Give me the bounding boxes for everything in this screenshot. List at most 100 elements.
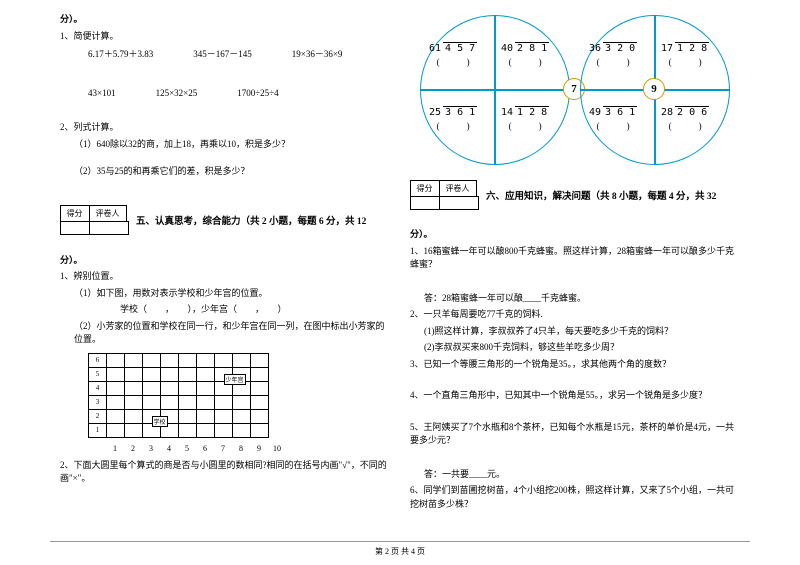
quad-2: 402 8 1 ( ) (501, 42, 549, 69)
col-label: 1 (106, 444, 124, 453)
divisor: 28 (661, 107, 673, 118)
section6-title: 六、应用知识，解决问题（共 8 小题，每题 4 分，共 32 (486, 188, 716, 202)
col-label: 6 (196, 444, 214, 453)
q1-label: 1、简便计算。 (60, 30, 390, 44)
grid-row-label: 5 (89, 367, 107, 381)
divisor: 14 (501, 107, 513, 118)
dividend: 3 6 1 (443, 106, 477, 118)
section5-header: 得分 评卷人 五、认真思考，综合能力（共 2 小题，每题 6 分，共 12 (60, 206, 390, 235)
q2-label: 2、列式计算。 (60, 121, 390, 135)
quad-3: 493 6 1 ( ) (589, 106, 637, 133)
score-pingjuan-value[interactable] (439, 196, 479, 210)
quad-1: 614 5 7 ( ) (429, 42, 477, 69)
page-container: 分）。 1、简便计算。 6.17＋5.79＋3.83 345－167－145 1… (0, 0, 800, 545)
r-q2-1: (1)照这样计算，李叔叔养了4只羊，每天要吃多少千克的饲料？ (410, 325, 740, 339)
circle-right: 363 2 0 ( ) 171 2 8 ( ) 493 6 1 ( ) 282 … (575, 10, 735, 170)
divisor: 17 (661, 43, 673, 54)
divider-horizontal (420, 89, 570, 91)
quad-4: 141 2 8 ( ) (501, 106, 549, 133)
r-q4: 4、一个直角三角形中，已知其中一个锐角是55。，求另一个锐角是多少度？ (410, 389, 740, 403)
divisor: 40 (501, 43, 513, 54)
grid-col-labels: 1 2 3 4 5 6 7 8 9 10 (88, 444, 390, 453)
grid-row-label: 2 (89, 409, 107, 423)
divisor: 25 (429, 107, 441, 118)
grid-chart: 6 5少年宫 4 3 2学校 1 (88, 353, 390, 438)
calc-row-2: 43×101 125×32×25 1700÷25÷4 (88, 88, 390, 98)
calc-1c: 19×36－36×9 (292, 47, 343, 60)
col-label: 3 (142, 444, 160, 453)
score-box: 得分 评卷人 (60, 206, 128, 235)
section6-header: 得分 评卷人 六、应用知识，解决问题（共 8 小题，每题 4 分，共 32 (410, 180, 740, 209)
q1b-sub2: （2）小芳家的位置和学校在同一行，和少年宫在同一列，在图中标出小芳家的位置。 (60, 320, 390, 347)
q1b-sub1-ans: 学校（ ， ），少年宫（ ， ） (60, 303, 390, 317)
circle-left: 614 5 7 ( ) 402 8 1 ( ) 253 6 1 ( ) 141 … (415, 10, 575, 170)
paren[interactable]: ( ) (429, 121, 477, 133)
score-defen-value[interactable] (60, 221, 90, 235)
score-pingjuan-label: 评卷人 (439, 180, 477, 197)
paren[interactable]: ( ) (589, 57, 637, 69)
col-label: 7 (214, 444, 232, 453)
r-q6: 6、同学们到苗圃挖树苗，4个小组挖200株，照这样计算，又来了5个小组，一共可挖… (410, 484, 740, 511)
r-q5: 5、王阿姨买了7个水瓶和8个茶杯，已知每个水瓶是15元，茶杯的单价是4元，一共要… (410, 421, 740, 448)
paren[interactable]: ( ) (589, 121, 637, 133)
r-q5-ans: 答：一共要____元。 (410, 468, 740, 482)
score-defen-label: 得分 (410, 180, 440, 197)
right-column: 614 5 7 ( ) 402 8 1 ( ) 253 6 1 ( ) 141 … (400, 10, 750, 535)
calc-2c: 1700÷25÷4 (237, 88, 278, 98)
r-q2: 2、一只羊每周要吃77千克的饲料. (410, 308, 740, 322)
q1b-label: 1、辨别位置。 (60, 270, 390, 284)
page-footer: 第 2 页 共 4 页 (0, 541, 800, 557)
section5-fen: 分）。 (60, 254, 390, 268)
grid-row-label: 4 (89, 381, 107, 395)
score-box: 得分 评卷人 (410, 180, 478, 209)
section6-fen: 分）。 (410, 228, 740, 242)
quad-4: 282 0 6 ( ) (661, 106, 709, 133)
q2b-label: 2、下面大圆里每个算式的商是否与小圆里的数相同?相同的在括号内画"√"，不同的画… (60, 459, 390, 486)
score-pingjuan-value[interactable] (89, 221, 129, 235)
footer-divider (50, 541, 750, 542)
divisor: 36 (589, 43, 601, 54)
col-label: 10 (268, 444, 286, 453)
paren[interactable]: ( ) (501, 121, 549, 133)
grid-row-label: 1 (89, 423, 107, 437)
calc-2a: 43×101 (88, 88, 116, 98)
section5-title: 五、认真思考，综合能力（共 2 小题，每题 6 分，共 12 (136, 213, 366, 227)
q2-sub2: （2）35与25的和再乘它们的差，积是多少？ (60, 165, 390, 179)
score-defen-value[interactable] (410, 196, 440, 210)
circles-diagram: 614 5 7 ( ) 402 8 1 ( ) 253 6 1 ( ) 141 … (410, 10, 740, 170)
quad-1: 363 2 0 ( ) (589, 42, 637, 69)
dividend: 3 6 1 (603, 106, 637, 118)
dividend: 2 8 1 (515, 42, 549, 54)
paren[interactable]: ( ) (661, 121, 709, 133)
fen-continuation: 分）。 (60, 13, 390, 27)
col-label: 9 (250, 444, 268, 453)
paren[interactable]: ( ) (501, 57, 549, 69)
dividend: 2 0 6 (675, 106, 709, 118)
col-label: 8 (232, 444, 250, 453)
quad-3: 253 6 1 ( ) (429, 106, 477, 133)
r-q2-2: (2)李叔叔买来800千克饲料，够这些羊吃多少周？ (410, 341, 740, 355)
col-label: 2 (124, 444, 142, 453)
score-pingjuan-label: 评卷人 (89, 205, 127, 222)
calc-2b: 125×32×25 (156, 88, 198, 98)
center-number-right: 9 (643, 78, 665, 100)
divisor: 49 (589, 107, 601, 118)
divisor: 61 (429, 43, 441, 54)
dividend: 3 2 0 (603, 42, 637, 54)
q1b-sub1: （1）如下图，用数对表示学校和少年宫的位置。 (60, 287, 390, 301)
grid-row-label: 3 (89, 395, 107, 409)
dividend: 1 2 8 (515, 106, 549, 118)
col-label: 4 (160, 444, 178, 453)
grid-row-label: 6 (89, 353, 107, 367)
paren[interactable]: ( ) (429, 57, 477, 69)
calc-1a: 6.17＋5.79＋3.83 (88, 47, 153, 60)
grid-table: 6 5少年宫 4 3 2学校 1 (88, 353, 269, 438)
calc-1b: 345－167－145 (193, 47, 252, 60)
r-q1-ans: 答：28箱蜜蜂一年可以酿____千克蜂蜜。 (410, 292, 740, 306)
paren[interactable]: ( ) (661, 57, 709, 69)
r-q3: 3、已知一个等腰三角形的一个锐角是35。，求其他两个角的度数？ (410, 358, 740, 372)
r-q1: 1、16箱蜜蜂一年可以酿800千克蜂蜜。照这样计算，28箱蜜蜂一年可以酿多少千克… (410, 245, 740, 272)
calc-row-1: 6.17＋5.79＋3.83 345－167－145 19×36－36×9 (88, 47, 390, 60)
dividend: 4 5 7 (443, 42, 477, 54)
left-column: 分）。 1、简便计算。 6.17＋5.79＋3.83 345－167－145 1… (50, 10, 400, 535)
